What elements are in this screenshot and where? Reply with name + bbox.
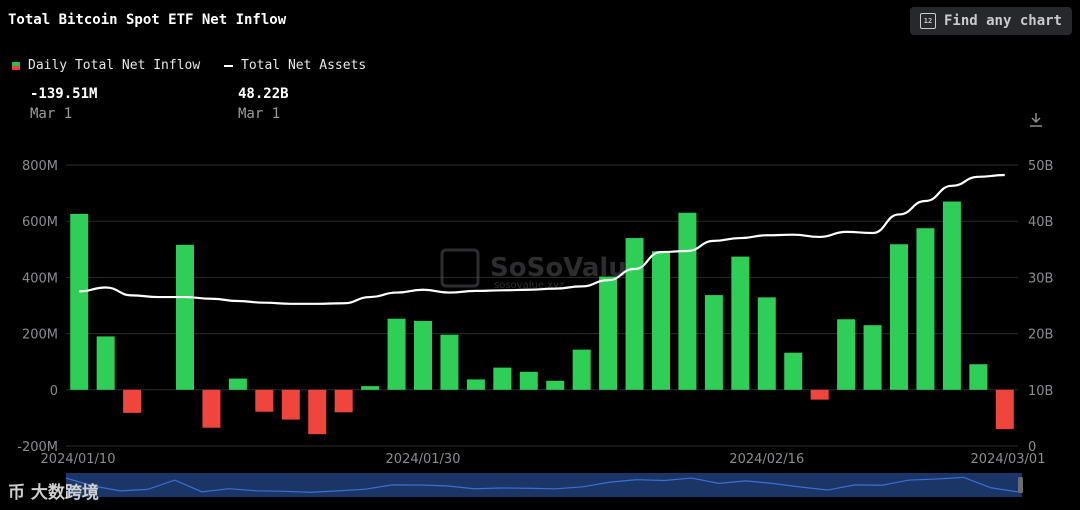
bar-swatch-icon <box>12 61 20 70</box>
inflow-bar <box>942 201 961 390</box>
inflow-bar <box>625 238 644 390</box>
inflow-bar <box>228 378 247 390</box>
inflow-bar <box>704 295 723 390</box>
inflow-bar <box>995 389 1014 430</box>
y-left-tick-label: 800M <box>22 159 58 174</box>
inflow-bar <box>519 371 538 390</box>
watermark-logo-icon <box>440 248 480 288</box>
inflow-bar <box>96 336 115 390</box>
y-right-tick-label: 20B <box>1028 328 1053 343</box>
inflow-bar <box>281 389 300 420</box>
inflow-bar <box>890 244 908 390</box>
inflow-bar <box>572 349 591 390</box>
inflow-bar <box>916 228 935 390</box>
x-tick-label: 2024/03/01 <box>971 452 1046 467</box>
inflow-bar <box>784 352 803 390</box>
x-tick-label: 2024/01/30 <box>386 452 461 467</box>
net-assets-line <box>79 173 1005 305</box>
inflow-date: Mar 1 <box>30 106 73 122</box>
assets-date: Mar 1 <box>238 106 281 122</box>
y-left-tick-label: 600M <box>22 215 58 230</box>
y-left-tick-label: 0 <box>50 384 58 399</box>
inflow-bar <box>70 213 89 390</box>
inflow-bar <box>387 318 406 390</box>
legend-item-inflow[interactable]: Daily Total Net Inflow <box>12 58 200 73</box>
legend-label: Total Net Assets <box>241 58 367 73</box>
inflow-bar <box>361 386 380 390</box>
chart-title: Total Bitcoin Spot ETF Net Inflow <box>8 12 287 28</box>
footer-logo: 币 大数跨境 <box>8 483 99 503</box>
inflow-value: -139.51M <box>30 86 98 102</box>
x-tick-label: 2024/01/10 <box>41 452 116 467</box>
y-right-tick-label: 50B <box>1028 159 1053 174</box>
y-left-tick-label: -200M <box>17 440 58 455</box>
find-chart-label: Find any chart <box>943 13 1062 29</box>
y-right-tick-label: 40B <box>1028 215 1053 230</box>
inflow-bar <box>255 389 274 412</box>
inflow-bar <box>678 212 697 390</box>
inflow-bar <box>440 334 459 390</box>
y-left-tick-label: 400M <box>22 271 58 286</box>
inflow-bar <box>202 389 221 428</box>
inflow-bar <box>863 325 882 390</box>
inflow-bar <box>731 256 750 390</box>
y-right-tick-label: 10B <box>1028 384 1053 399</box>
y-left-tick-label: 200M <box>22 328 58 343</box>
inflow-bar <box>466 379 485 390</box>
inflow-bar <box>414 320 432 390</box>
inflow-bar <box>652 251 670 390</box>
inflow-bar <box>599 276 618 390</box>
download-icon[interactable] <box>1028 112 1044 128</box>
inflow-bar <box>334 389 353 413</box>
inflow-bar <box>969 364 988 390</box>
inflow-bar <box>176 244 194 390</box>
inflow-bar <box>810 389 829 400</box>
inflow-bar <box>757 297 776 390</box>
inflow-bar <box>837 319 856 390</box>
y-right-tick-label: 0 <box>1028 440 1036 455</box>
navigator-handle <box>1018 477 1023 493</box>
watermark-sub: sosovalue.xyz <box>494 280 564 291</box>
inflow-bar <box>123 389 142 413</box>
navigator-line <box>65 476 1019 493</box>
inflow-bar <box>308 389 327 435</box>
inflow-bar <box>546 380 565 390</box>
x-tick-label: 2024/02/16 <box>729 452 804 467</box>
inflow-bar <box>493 367 512 390</box>
line-swatch-icon <box>224 64 233 67</box>
assets-value: 48.22B <box>238 86 289 102</box>
legend-label: Daily Total Net Inflow <box>28 58 201 73</box>
y-right-tick-label: 30B <box>1028 271 1053 286</box>
find-chart-button[interactable]: 12 Find any chart <box>910 7 1072 35</box>
calendar-icon: 12 <box>919 13 936 29</box>
legend-item-assets[interactable]: Total Net Assets <box>224 58 366 73</box>
watermark-brand: SoSoValue <box>490 253 644 283</box>
